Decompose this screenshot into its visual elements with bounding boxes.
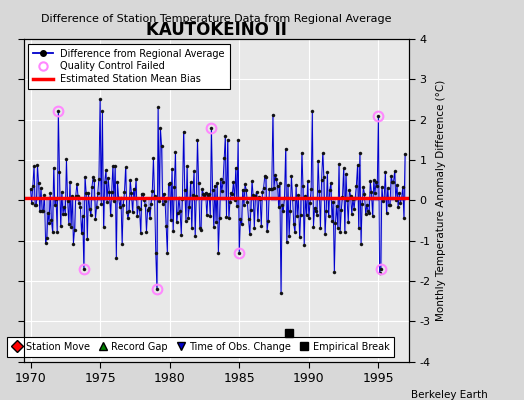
- Legend: Station Move, Record Gap, Time of Obs. Change, Empirical Break: Station Move, Record Gap, Time of Obs. C…: [7, 337, 394, 357]
- Y-axis label: Monthly Temperature Anomaly Difference (°C): Monthly Temperature Anomaly Difference (…: [436, 80, 446, 321]
- Text: Difference of Station Temperature Data from Regional Average: Difference of Station Temperature Data f…: [41, 14, 391, 24]
- Text: Berkeley Earth: Berkeley Earth: [411, 390, 487, 400]
- Title: KAUTOKEINO II: KAUTOKEINO II: [146, 21, 287, 39]
